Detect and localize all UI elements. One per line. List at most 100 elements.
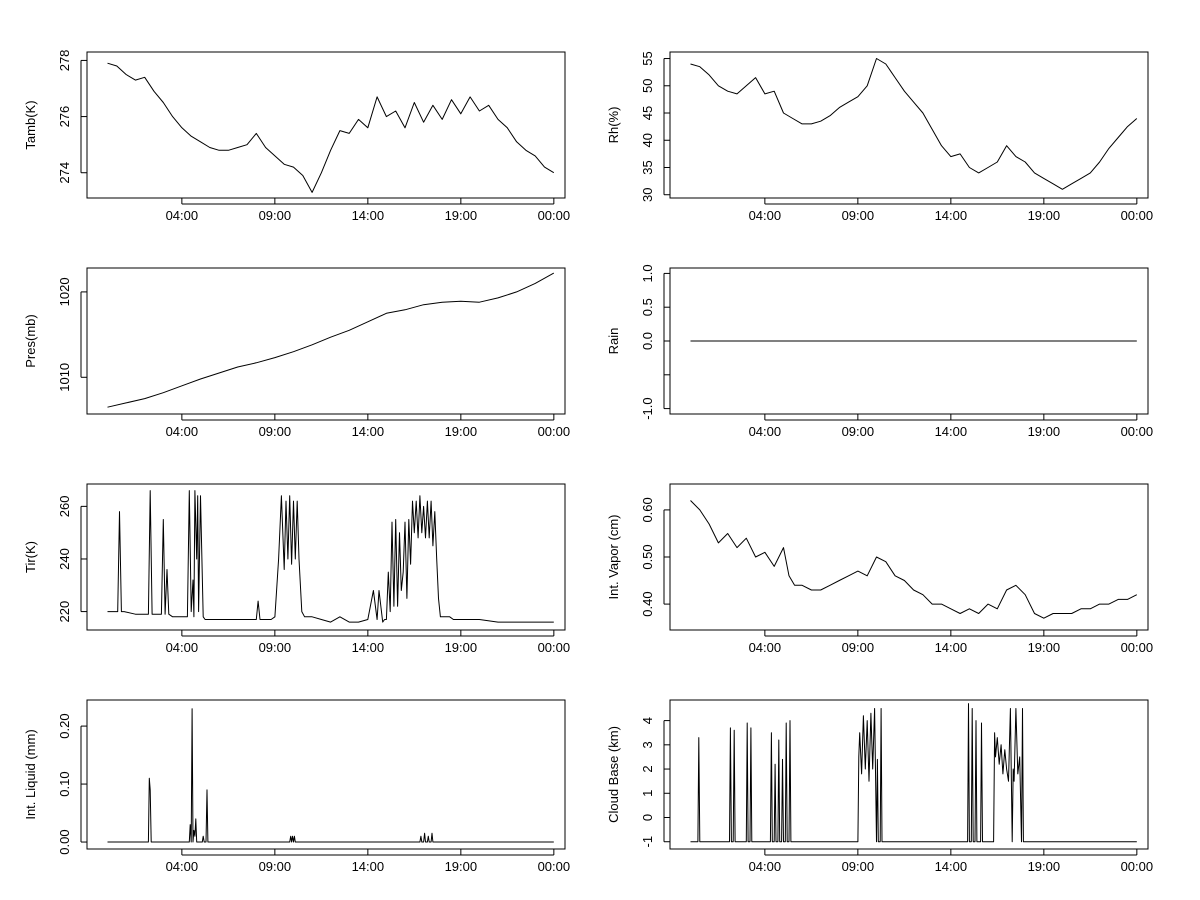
y-tick-label: 50 — [640, 79, 655, 93]
x-tick-label: 14:00 — [935, 859, 968, 874]
plot-frame — [86, 267, 566, 415]
x-tick-label: 04:00 — [166, 208, 199, 223]
y-tick-label: 55 — [640, 51, 655, 65]
plot-frame — [669, 51, 1149, 199]
y-tick-label: 0.50 — [640, 544, 655, 569]
plot-frame — [86, 699, 566, 850]
y-tick-label: 240 — [57, 548, 72, 570]
y-tick-label: 0 — [640, 814, 655, 821]
x-tick-label: 14:00 — [352, 859, 385, 874]
plot-frame — [86, 51, 566, 199]
y-tick-label: 4 — [640, 717, 655, 724]
x-tick-label: 19:00 — [445, 640, 478, 655]
x-tick-label: 19:00 — [1028, 424, 1061, 439]
y-axis-title: Rain — [606, 328, 621, 355]
x-tick-label: 00:00 — [1121, 859, 1154, 874]
y-axis-title: Cloud Base (km) — [606, 726, 621, 823]
y-axis-title: Int. Vapor (cm) — [606, 514, 621, 599]
x-tick-label: 09:00 — [259, 640, 292, 655]
series-line-1 — [107, 708, 554, 843]
panel-1: 04:00 09:00 14:00 19:00 00:00 274 276 278 Tamb(K… — [23, 50, 570, 223]
y-tick-label: 1.0 — [640, 264, 655, 282]
x-tick-label: 19:00 — [1028, 208, 1061, 223]
y-tick-label: 0.00 — [57, 829, 72, 854]
x-tick-label: 14:00 — [352, 424, 385, 439]
x-tick-label: 00:00 — [538, 640, 571, 655]
x-tick-label: 09:00 — [842, 640, 875, 655]
x-tick-label: 09:00 — [842, 859, 875, 874]
y-tick-label: 45 — [640, 106, 655, 120]
panel-7: 04:00 09:00 14:00 19:00 00:00 0.00 0.10 0.20 Int… — [23, 699, 571, 874]
x-tick-label: 09:00 — [842, 424, 875, 439]
y-tick-label: 0.40 — [640, 591, 655, 616]
y-tick-label: 0.5 — [640, 298, 655, 316]
panel-6: 04:00 09:00 14:00 19:00 00:00 0.40 0.50 0.60 Int… — [606, 483, 1154, 655]
x-tick-label: 04:00 — [166, 640, 199, 655]
y-tick-label: 35 — [640, 160, 655, 174]
y-tick-label: 0.60 — [640, 497, 655, 522]
x-tick-label: 00:00 — [538, 424, 571, 439]
plot-frame — [669, 483, 1149, 631]
x-tick-label: 14:00 — [352, 640, 385, 655]
x-tick-label: 19:00 — [1028, 859, 1061, 874]
x-tick-label: 14:00 — [935, 640, 968, 655]
y-axis-title: Rh(%) — [606, 107, 621, 144]
x-tick-label: 14:00 — [935, 208, 968, 223]
x-tick-label: 00:00 — [538, 859, 571, 874]
x-tick-label: 00:00 — [1121, 208, 1154, 223]
y-tick-label: -1 — [640, 836, 655, 848]
x-tick-label: 19:00 — [1028, 640, 1061, 655]
series-line-1 — [107, 272, 555, 408]
y-tick-label: 0.20 — [57, 713, 72, 738]
y-tick-label: 274 — [57, 162, 72, 184]
y-tick-label: 1 — [640, 790, 655, 797]
panel-8: 04:00 09:00 14:00 19:00 00:00 -1 0 1 2 3 4 Cloud Ba… — [606, 699, 1154, 874]
x-tick-label: 19:00 — [445, 208, 478, 223]
y-tick-label: 40 — [640, 133, 655, 147]
y-tick-label: 276 — [57, 106, 72, 128]
x-tick-label: 00:00 — [1121, 424, 1154, 439]
x-tick-label: 04:00 — [749, 424, 782, 439]
x-tick-label: 04:00 — [749, 208, 782, 223]
panel-3: 04:00 09:00 14:00 19:00 00:00 1010 1020 Pres(mb… — [23, 267, 571, 439]
x-tick-label: 14:00 — [352, 208, 385, 223]
panel-5: 04:00 09:00 14:00 19:00 00:00 220 240 260 Tir(K) — [23, 483, 571, 655]
x-tick-label: 00:00 — [538, 208, 571, 223]
x-tick-label: 09:00 — [842, 208, 875, 223]
y-tick-label: 220 — [57, 601, 72, 623]
y-axis-title: Tamb(K) — [23, 100, 38, 149]
y-axis-title: Tir(K) — [23, 541, 38, 573]
x-tick-label: 00:00 — [1121, 640, 1154, 655]
panel-2: 04:00 09:00 14:00 19:00 00:00 30 35 40 45 50 55 Rh(… — [606, 51, 1153, 223]
y-axis-title: Pres(mb) — [23, 314, 38, 367]
x-tick-label: 04:00 — [749, 859, 782, 874]
x-tick-label: 04:00 — [166, 859, 199, 874]
y-tick-label: -1.0 — [640, 397, 655, 419]
series-line-1 — [107, 490, 554, 623]
y-tick-label: 30 — [640, 187, 655, 201]
series-line-1 — [690, 703, 1137, 843]
x-tick-label: 19:00 — [445, 424, 478, 439]
x-tick-label: 04:00 — [166, 424, 199, 439]
y-tick-label: 278 — [57, 50, 72, 72]
x-tick-label: 04:00 — [749, 640, 782, 655]
y-tick-label: 3 — [640, 741, 655, 748]
series-line-1 — [107, 62, 555, 193]
y-tick-label: 2 — [640, 765, 655, 772]
series-line-1 — [690, 58, 1138, 190]
x-tick-label: 09:00 — [259, 424, 292, 439]
plot-frame — [669, 699, 1149, 850]
plot-frame — [86, 483, 566, 631]
x-tick-label: 09:00 — [259, 859, 292, 874]
x-tick-label: 09:00 — [259, 208, 292, 223]
x-tick-label: 19:00 — [445, 859, 478, 874]
y-tick-label: 0.0 — [640, 332, 655, 350]
y-tick-label: 1010 — [57, 363, 72, 392]
y-tick-label: 1020 — [57, 277, 72, 306]
panel-4: 04:00 09:00 14:00 19:00 00:00 -1.0 0.0 0.5 1.0 Ra… — [606, 264, 1153, 439]
y-tick-label: 0.10 — [57, 771, 72, 796]
series-line-1 — [690, 500, 1138, 619]
y-axis-title: Int. Liquid (mm) — [23, 729, 38, 819]
x-tick-label: 14:00 — [935, 424, 968, 439]
